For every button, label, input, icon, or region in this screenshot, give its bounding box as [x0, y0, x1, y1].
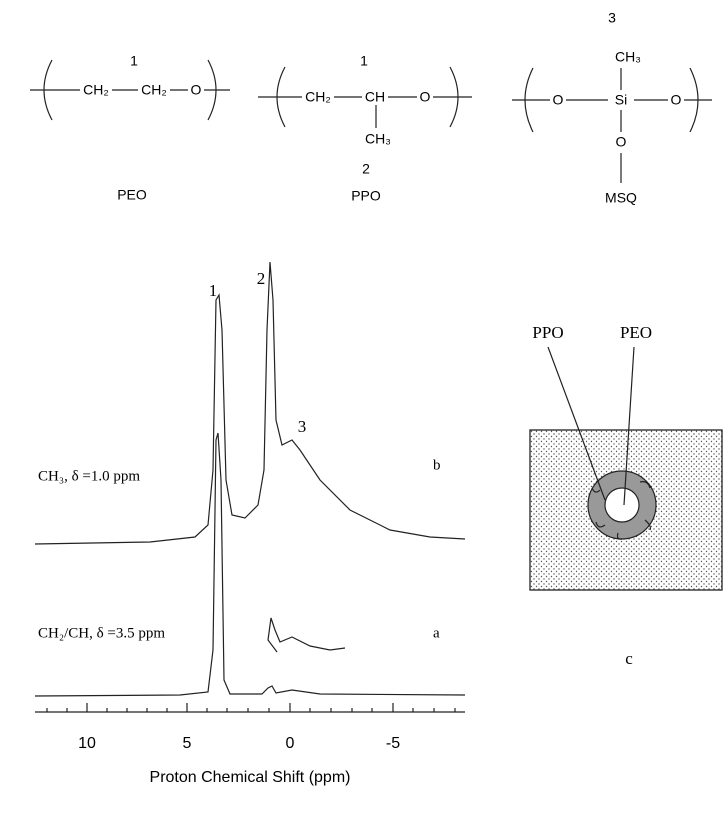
trace-letter: b [433, 457, 441, 473]
atom-number: 3 [608, 10, 616, 26]
x-tick-label: 5 [183, 735, 192, 752]
x-axis: 10 5 0 -5 Proton Chemical Shift (ppm) [35, 703, 465, 786]
group: CH₂ [305, 89, 331, 105]
x-tick-label: -5 [386, 735, 400, 752]
panel-letter: c [625, 649, 633, 668]
schematic-label: PEO [620, 323, 652, 342]
group: CH₂ [83, 82, 109, 98]
spectrum-a-inset [267, 617, 346, 653]
schematic-label: PPO [532, 323, 563, 342]
x-tick-label: 10 [78, 735, 96, 752]
group: O [420, 89, 431, 105]
x-tick-label: 0 [286, 735, 295, 752]
atom-number: 1 [130, 53, 138, 69]
peak-label: 2 [257, 269, 266, 288]
spectra: 2 1 3 CH₃, δ =1.0 ppm b CH₂/CH, δ =3.5 p… [34, 261, 466, 786]
group: CH₂ [141, 82, 167, 98]
structure-label: MSQ [605, 190, 637, 206]
atom-number: 1 [360, 53, 368, 69]
spectrum-b [34, 261, 466, 545]
group: Si [615, 92, 627, 108]
structure-label: PPO [351, 188, 381, 204]
ppo-structure: 1 CH₂ CH O CH₃ 2 PPO [258, 53, 472, 204]
peak-label: 1 [209, 281, 218, 300]
peo-structure: 1 CH₂ CH₂ O PEO [30, 53, 230, 203]
group: CH₃ [365, 131, 391, 147]
trace-letter: a [433, 625, 440, 641]
group: O [671, 92, 682, 108]
group: CH₃ [615, 49, 641, 65]
peak-label: 3 [298, 417, 307, 436]
atom-number: 2 [362, 161, 370, 177]
structure-label: PEO [117, 187, 147, 203]
schematic: PPO PEO c [529, 323, 723, 668]
group: CH [365, 89, 385, 105]
trace-label: CH₂/CH, δ =3.5 ppm [38, 625, 165, 641]
group: O [191, 82, 202, 98]
msq-structure: 3 O Si O CH₃ O MSQ [512, 10, 712, 206]
x-axis-label: Proton Chemical Shift (ppm) [150, 769, 351, 786]
trace-label: CH₃, δ =1.0 ppm [38, 468, 140, 484]
spectrum-a [34, 432, 466, 697]
group: O [553, 92, 564, 108]
group: O [616, 134, 627, 150]
